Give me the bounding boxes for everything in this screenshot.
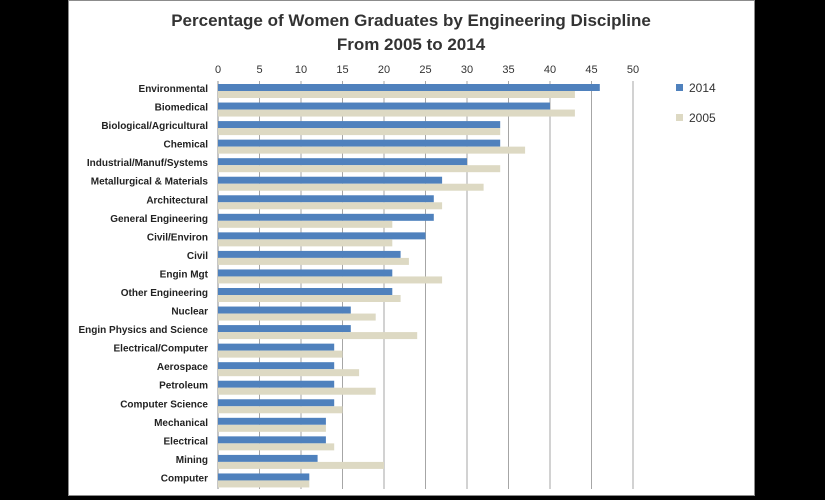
category-label: Mechanical: [154, 418, 208, 429]
bar-2014: [218, 121, 501, 129]
bar-2014: [218, 417, 326, 425]
bar-2014: [218, 436, 326, 444]
category-label: Industrial/Manuf/Systems: [87, 158, 209, 169]
category-label: Metallurgical & Materials: [91, 177, 209, 188]
category-label: Computer Science: [120, 399, 208, 410]
legend: 2014 2005: [676, 81, 716, 125]
bar-2005: [218, 424, 326, 432]
category-label: Chemical: [164, 140, 209, 151]
chart-title-line2: From 2005 to 2014: [337, 35, 486, 54]
bar-2005: [218, 480, 310, 488]
bar-2014: [218, 232, 426, 240]
x-tick-label: 50: [627, 64, 639, 76]
bar-2014: [218, 473, 310, 481]
bar-2014: [218, 325, 351, 333]
bar-2005: [218, 461, 384, 469]
category-label: Civil: [187, 251, 208, 262]
bar-2005: [218, 202, 443, 210]
bar-2014: [218, 102, 550, 110]
chart-title-line1: Percentage of Women Graduates by Enginee…: [171, 11, 651, 30]
bar-2014: [218, 269, 393, 277]
bar-2005: [218, 91, 575, 98]
x-tick-label: 35: [502, 64, 514, 76]
category-label: Computer: [161, 473, 208, 484]
x-axis-ticks: 0 5 10 15 20 25 30 35 40 45 50: [215, 64, 639, 76]
category-label: Biological/Agricultural: [101, 121, 208, 132]
category-labels: Environmental Biomedical Biological/Agricu…: [79, 84, 209, 484]
x-tick-label: 0: [215, 64, 221, 76]
category-label: Electrical: [164, 436, 209, 447]
bar-2014: [218, 195, 434, 203]
bar-2014: [218, 139, 501, 147]
x-tick-label: 40: [544, 64, 556, 76]
category-label: Environmental: [139, 84, 209, 95]
bar-2005: [218, 369, 360, 377]
chart-frame: Percentage of Women Graduates by Enginee…: [68, 0, 755, 496]
legend-label: 2014: [689, 81, 716, 95]
bar-2014: [218, 213, 434, 221]
bar-2005: [218, 239, 393, 247]
bars: [218, 84, 600, 488]
bar-2005: [218, 443, 335, 451]
bar-2005: [218, 109, 575, 117]
category-label: Civil/Environ: [147, 232, 208, 243]
x-tick-label: 45: [585, 64, 597, 76]
category-label: Aerospace: [157, 362, 209, 373]
bar-2014: [218, 343, 335, 351]
x-tick-label: 20: [378, 64, 390, 76]
x-tick-label: 25: [419, 64, 431, 76]
x-tick-label: 5: [256, 64, 262, 76]
category-label: Engin Physics and Science: [79, 325, 209, 336]
legend-label: 2005: [689, 111, 716, 125]
x-tick-label: 10: [295, 64, 307, 76]
x-tick-label: 15: [336, 64, 348, 76]
bar-2005: [218, 406, 343, 414]
bar-2005: [218, 257, 409, 265]
category-label: Engin Mgt: [160, 269, 209, 280]
category-label: Electrical/Computer: [114, 344, 209, 355]
bar-2014: [218, 250, 401, 258]
bar-2005: [218, 313, 376, 321]
bar-chart: Percentage of Women Graduates by Enginee…: [79, 11, 716, 489]
bar-2014: [218, 454, 318, 462]
category-label: Mining: [176, 455, 208, 466]
bar-2005: [218, 183, 484, 191]
bar-2014: [218, 399, 335, 407]
bar-2005: [218, 295, 401, 302]
bar-2005: [218, 146, 526, 154]
category-label: Architectural: [146, 195, 208, 206]
bar-2005: [218, 276, 443, 284]
bar-2014: [218, 306, 351, 314]
category-label: Biomedical: [155, 103, 209, 114]
category-label: General Engineering: [110, 214, 208, 225]
category-label: Other Engineering: [121, 288, 208, 299]
bar-2014: [218, 176, 443, 184]
legend-swatch: [676, 84, 683, 91]
bar-2005: [218, 220, 393, 228]
bar-2005: [218, 332, 418, 340]
bar-2005: [218, 128, 501, 136]
bar-2005: [218, 165, 501, 173]
legend-swatch: [676, 114, 683, 121]
category-label: Nuclear: [171, 307, 208, 318]
bar-2014: [218, 362, 335, 370]
bar-2014: [218, 158, 467, 166]
x-tick-label: 30: [461, 64, 473, 76]
category-label: Petroleum: [159, 381, 208, 392]
bar-2014: [218, 84, 600, 91]
bar-2005: [218, 387, 376, 395]
bar-2005: [218, 350, 343, 358]
bar-2014: [218, 288, 393, 295]
bar-2014: [218, 380, 335, 388]
